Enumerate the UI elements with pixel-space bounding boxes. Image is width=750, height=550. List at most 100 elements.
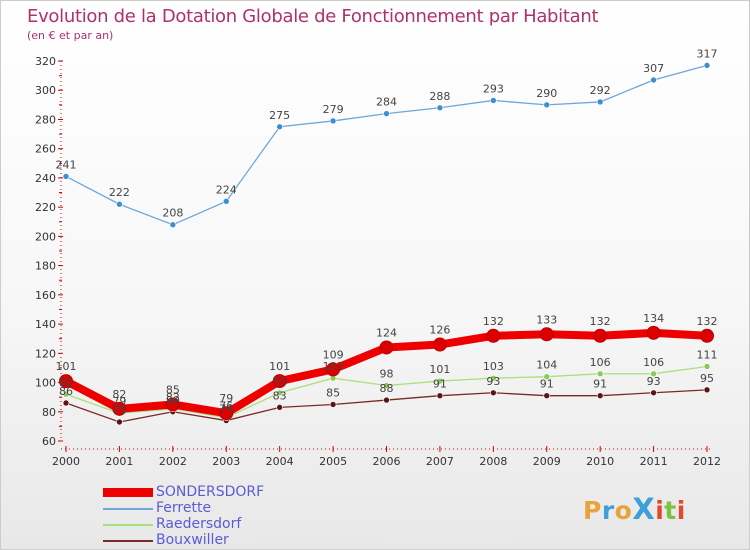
data-label: 224	[216, 183, 237, 196]
x-tick-label: 2009	[533, 455, 561, 468]
data-label: 80	[166, 394, 180, 407]
y-tick-label: 240	[35, 172, 56, 185]
data-point	[112, 401, 127, 416]
data-point	[276, 389, 283, 397]
logo-letter: t	[664, 496, 677, 525]
data-point	[703, 62, 711, 69]
data-label: 124	[376, 326, 397, 339]
data-point	[222, 198, 230, 205]
legend-label: Bouxwiller	[156, 532, 229, 548]
data-label: 109	[323, 348, 344, 361]
legend-swatch	[103, 508, 153, 510]
data-label: 290	[536, 87, 557, 100]
data-point	[700, 328, 714, 343]
data-point	[436, 392, 444, 399]
data-label: 103	[323, 360, 344, 373]
legend-label: Ferrette	[156, 500, 212, 516]
data-label: 275	[269, 109, 290, 122]
data-point	[59, 374, 73, 389]
data-point	[543, 392, 551, 399]
x-tick-label: 2006	[373, 455, 401, 468]
data-point	[543, 101, 551, 109]
legend-swatch	[103, 524, 153, 526]
logo-letter: P	[583, 496, 602, 525]
data-point	[490, 389, 497, 397]
x-tick-label: 2007	[426, 455, 454, 468]
data-label: 106	[643, 356, 664, 369]
data-label: 132	[697, 315, 718, 328]
data-point	[593, 328, 608, 343]
data-label: 134	[643, 312, 664, 325]
data-point	[329, 117, 337, 125]
data-point	[379, 340, 394, 355]
legend-swatch	[103, 540, 153, 542]
data-label: 91	[593, 378, 607, 391]
axes: 60 80 100 120 140 160 180 200 220 240 260 280 300 320…	[35, 55, 721, 468]
data-point	[219, 406, 234, 421]
data-label: 95	[700, 372, 714, 385]
logo-letter: o	[614, 496, 633, 525]
series-group	[59, 62, 714, 426]
y-tick-label: 320	[35, 55, 56, 68]
logo-letter: X	[632, 492, 656, 526]
data-label: 101	[269, 360, 290, 373]
data-label: 98	[380, 367, 394, 380]
x-tick-label: 2008	[479, 455, 507, 468]
data-label: 133	[536, 313, 557, 326]
data-label: 79	[112, 395, 126, 408]
data-point	[383, 382, 390, 389]
y-tick-label: 120	[35, 347, 56, 360]
data-point	[703, 386, 711, 394]
data-point	[326, 362, 341, 377]
data-label: 83	[273, 389, 287, 402]
y-tick-label: 100	[35, 377, 56, 390]
data-label: 317	[697, 47, 718, 60]
data-label: 292	[590, 84, 611, 97]
data-point	[62, 173, 70, 180]
x-tick-label: 2005	[319, 455, 347, 468]
data-label: 307	[643, 62, 664, 75]
data-label: 222	[109, 186, 130, 199]
data-label: 106	[590, 356, 611, 369]
data-point	[329, 401, 337, 408]
data-label: 288	[429, 90, 450, 103]
data-point	[165, 397, 180, 412]
data-point	[539, 327, 554, 342]
series-sondersdorf	[59, 325, 714, 421]
data-label: 111	[697, 348, 718, 361]
y-tick-label: 280	[35, 113, 56, 126]
data-label: 88	[380, 382, 394, 395]
legend-label: Raedersdorf	[156, 516, 242, 532]
y-tick-label: 180	[35, 260, 56, 273]
y-tick-label: 220	[35, 201, 56, 214]
x-tick-label: 2003	[212, 455, 240, 468]
data-label: 126	[429, 324, 450, 337]
data-point	[62, 399, 70, 407]
legend-label: SONDERSDORF	[156, 484, 265, 500]
chart-title: Evolution de la Dotation Globale de Fonc…	[27, 6, 599, 27]
x-tick-label: 2001	[105, 455, 133, 468]
data-point	[703, 363, 711, 370]
data-label: 73	[112, 404, 126, 417]
data-label: 293	[483, 82, 504, 95]
data-point	[490, 374, 497, 382]
x-tick-label: 2004	[266, 455, 294, 468]
data-point	[486, 328, 501, 343]
data-label: 91	[433, 378, 447, 391]
y-tick-label: 200	[35, 230, 56, 243]
data-label: 91	[540, 378, 554, 391]
chart-subtitle: (en € et par an)	[27, 29, 114, 42]
data-label: 92	[59, 376, 73, 389]
data-label: 93	[647, 375, 661, 388]
y-tick-label: 60	[42, 435, 56, 448]
x-tick-label: 2012	[693, 455, 721, 468]
data-point	[650, 389, 657, 397]
proxiti-logo: ProXiti	[583, 492, 686, 526]
data-label: 79	[219, 392, 233, 405]
data-point	[276, 404, 283, 411]
data-label: 82	[112, 388, 126, 401]
data-point	[383, 396, 390, 404]
